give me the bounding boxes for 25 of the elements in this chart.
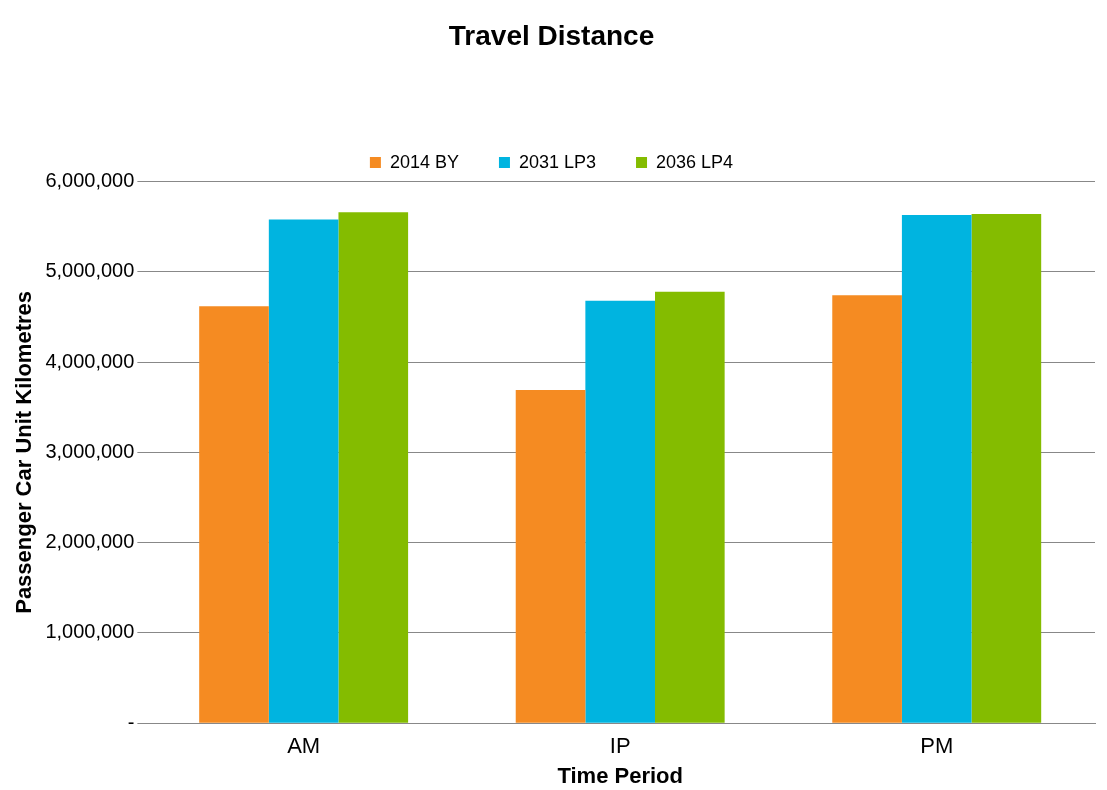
bar: [338, 212, 409, 723]
x-tick-label: IP: [609, 733, 631, 759]
bar: [832, 295, 902, 723]
y-axis-title: Passenger Car Unit Kilometres: [11, 291, 37, 614]
bar: [199, 306, 269, 723]
legend-label: 2036 LP4: [656, 151, 734, 172]
x-axis-title: Time Period: [557, 762, 683, 788]
x-tick-label: AM: [287, 733, 321, 759]
y-tick-label: 5,000,000: [45, 259, 135, 282]
bar: [585, 300, 656, 723]
bar: [268, 219, 339, 723]
y-tick-label: 1,000,000: [45, 620, 135, 643]
y-tick-label: 4,000,000: [45, 349, 135, 372]
y-tick-label: 3,000,000: [45, 439, 135, 462]
bar: [971, 214, 1042, 723]
legend-label: 2031 LP3: [518, 151, 597, 172]
x-tick-label: PM: [920, 733, 954, 759]
bar: [515, 390, 586, 723]
chart-title: Travel Distance: [448, 19, 655, 51]
bar: [655, 291, 725, 723]
y-tick-label: 2,000,000: [45, 530, 135, 553]
y-tick-label: -: [127, 710, 135, 733]
y-tick-label: 6,000,000: [45, 169, 135, 192]
bar: [901, 215, 972, 723]
legend-label: 2014 BY: [389, 151, 459, 172]
